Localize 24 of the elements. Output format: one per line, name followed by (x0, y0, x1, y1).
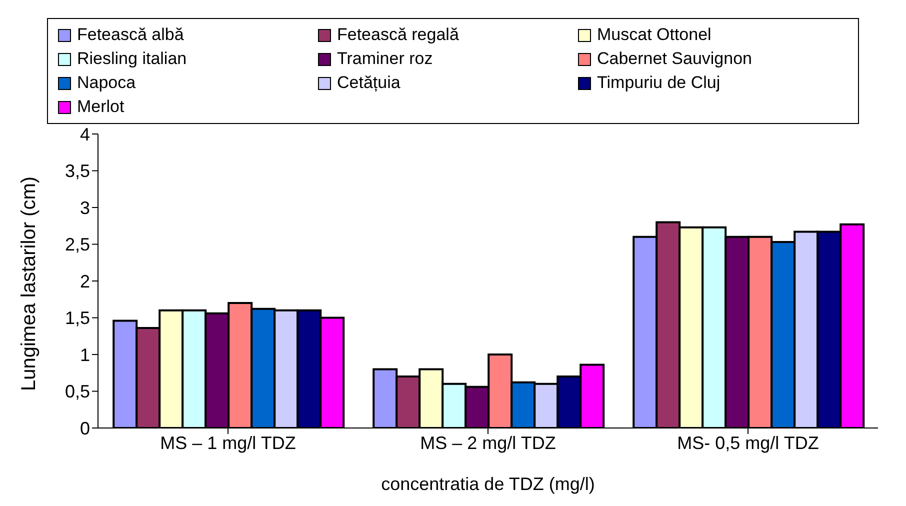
y-axis-title: Lungimea lastarilor (cm) (18, 176, 40, 391)
y-tick-label: 3 (80, 198, 90, 218)
legend-label: Traminer roz (337, 49, 433, 69)
y-tick-label: 0 (80, 418, 90, 438)
x-tick-label: MS- 0,5 mg/l TDZ (677, 432, 819, 453)
y-tick-label: 1,5 (64, 308, 90, 328)
x-tick-label: MS – 2 mg/l TDZ (420, 432, 556, 453)
x-axis-title: concentratia de TDZ (mg/l) (381, 474, 595, 494)
y-tick-label: 2 (80, 271, 90, 292)
legend-label: Fetească albă (77, 25, 184, 45)
y-tick-label: 3,5 (64, 161, 90, 182)
legend-label: Napoca (77, 73, 136, 93)
legend-label: Cabernet Sauvignon (597, 49, 752, 69)
x-tick-label: MS – 1 mg/l TDZ (160, 432, 296, 453)
y-tick-label: 2,5 (64, 234, 90, 255)
y-tick-label: 1 (80, 344, 90, 365)
legend-label: Fetească regală (337, 25, 459, 45)
y-tick-label: 0,5 (64, 382, 90, 402)
legend-label: Riesling italian (77, 49, 187, 69)
y-tick-label: 4 (80, 124, 90, 144)
legend-label: Cetățuia (337, 73, 400, 93)
legend-label: Timpuriu de Cluj (597, 73, 720, 93)
legend-label: Merlot (77, 97, 124, 117)
legend-label: Muscat Ottonel (597, 25, 712, 45)
